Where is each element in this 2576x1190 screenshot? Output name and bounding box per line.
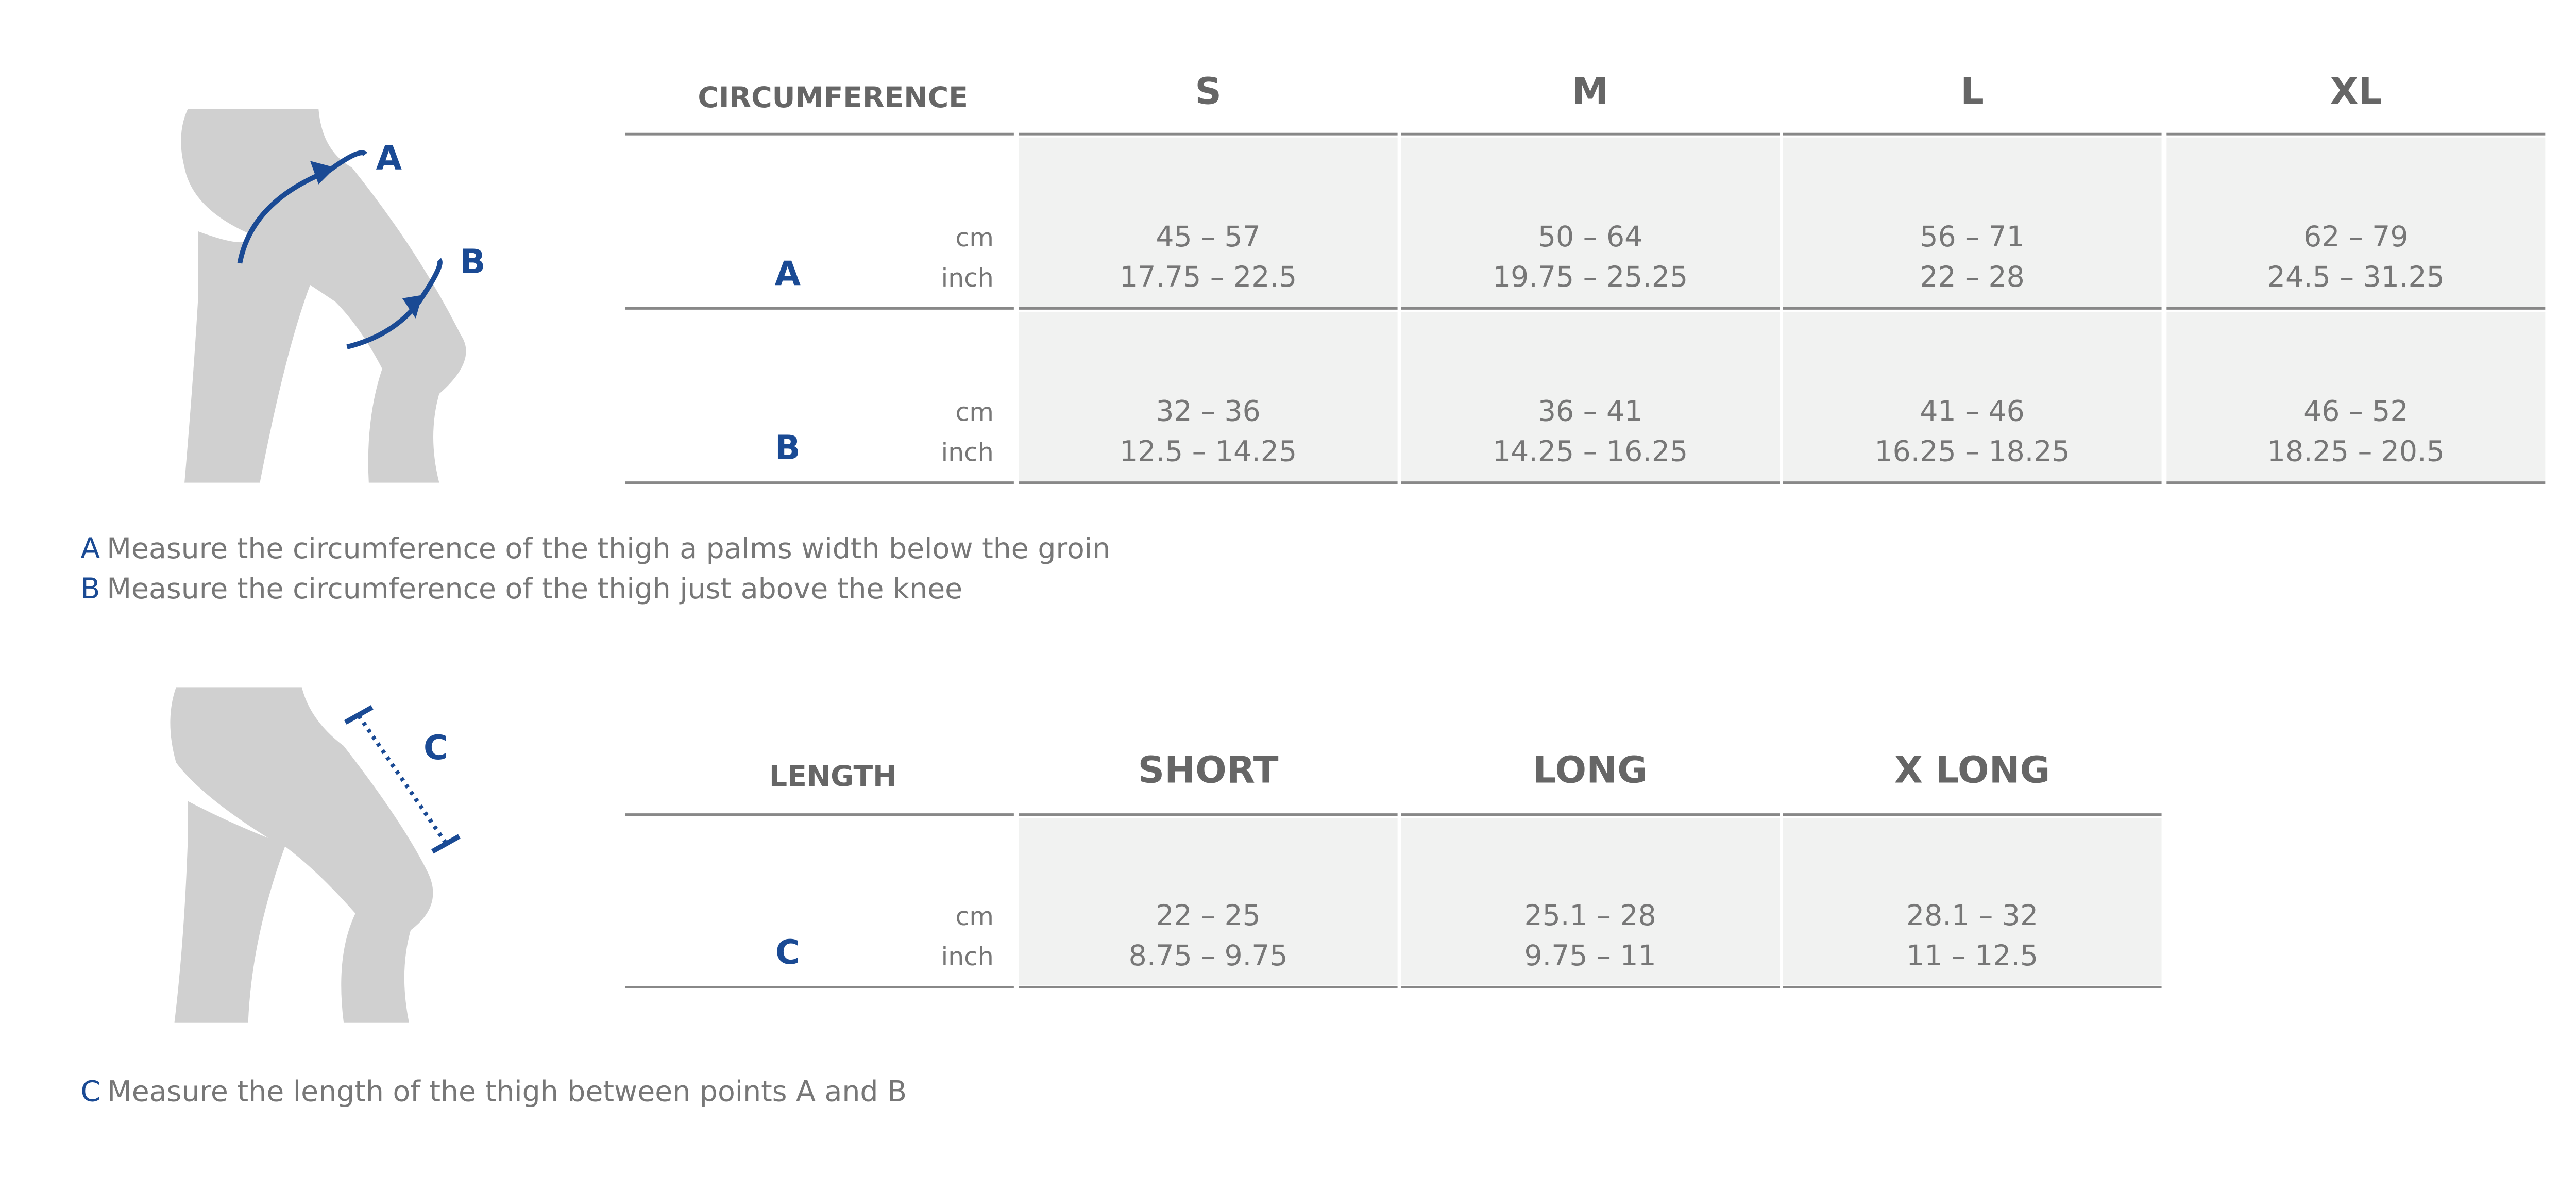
note: B Measure the circumference of the thigh … bbox=[80, 573, 962, 606]
column-header: SHORT bbox=[1138, 749, 1279, 792]
cell-value: 25.1 – 28 bbox=[1524, 899, 1656, 932]
column-header: L bbox=[1960, 70, 1984, 113]
note-text: Measure the circumference of the thigh a… bbox=[107, 532, 1110, 565]
column-header: M bbox=[1572, 70, 1608, 113]
cell-value: 28.1 – 32 bbox=[1906, 899, 2038, 932]
cell-value: 32 – 36 bbox=[1156, 395, 1260, 428]
row-label: B bbox=[775, 429, 801, 467]
cell-value: 19.75 – 25.25 bbox=[1493, 261, 1688, 294]
figure-label: C bbox=[423, 729, 448, 767]
cell-value: 24.5 – 31.25 bbox=[2267, 261, 2445, 294]
note-text: Measure the length of the thigh between … bbox=[107, 1076, 907, 1109]
figure-label: A bbox=[376, 139, 402, 177]
cell-value: 16.25 – 18.25 bbox=[1874, 435, 2070, 468]
cell-value: 17.75 – 22.5 bbox=[1120, 261, 1297, 294]
note-letter: A bbox=[80, 532, 100, 565]
cell-value: 22 – 25 bbox=[1156, 899, 1260, 932]
note-text: Measure the circumference of the thigh j… bbox=[107, 573, 962, 606]
cell-value: 22 – 28 bbox=[1920, 261, 2024, 294]
cell-bg bbox=[2166, 137, 2546, 307]
cell-value: 56 – 71 bbox=[1920, 221, 2024, 254]
cell-bg bbox=[1783, 311, 2162, 481]
unit-label: inch bbox=[941, 438, 994, 467]
row-label: C bbox=[775, 933, 800, 972]
cell-value: 50 – 64 bbox=[1538, 221, 1642, 254]
cell-value: 14.25 – 16.25 bbox=[1493, 435, 1688, 468]
unit-label: inch bbox=[941, 942, 994, 971]
table-header: LENGTH bbox=[769, 760, 897, 793]
cell-value: 62 – 79 bbox=[2303, 221, 2408, 254]
note-letter: B bbox=[80, 573, 100, 606]
note: C Measure the length of the thigh between… bbox=[80, 1076, 907, 1109]
cell-value: 36 – 41 bbox=[1538, 395, 1642, 428]
cell-value: 11 – 12.5 bbox=[1906, 940, 2038, 973]
unit-label: cm bbox=[956, 397, 994, 427]
table-header: CIRCUMFERENCE bbox=[698, 81, 968, 114]
cell-value: 46 – 52 bbox=[2303, 395, 2408, 428]
cell-value: 18.25 – 20.5 bbox=[2267, 435, 2445, 468]
cell-value: 8.75 – 9.75 bbox=[1129, 940, 1288, 973]
cell-bg bbox=[1019, 137, 1398, 307]
figure-thigh-length bbox=[170, 687, 461, 1023]
cell-bg bbox=[1401, 818, 1780, 986]
cell-bg bbox=[1019, 311, 1398, 481]
cell-value: 41 – 46 bbox=[1920, 395, 2024, 428]
cell-value: 45 – 57 bbox=[1156, 221, 1260, 254]
cell-bg bbox=[1019, 818, 1398, 986]
cell-bg bbox=[1401, 137, 1780, 307]
unit-label: cm bbox=[956, 902, 994, 931]
row-label: A bbox=[775, 255, 801, 293]
note-letter: C bbox=[80, 1076, 100, 1109]
unit-label: cm bbox=[956, 223, 994, 253]
cell-bg bbox=[2166, 311, 2546, 481]
cell-value: 9.75 – 11 bbox=[1524, 940, 1656, 973]
figure-label: B bbox=[460, 243, 486, 281]
column-header: XL bbox=[2330, 70, 2382, 113]
cell-bg bbox=[1401, 311, 1780, 481]
column-header: X LONG bbox=[1894, 749, 2050, 792]
cell-bg bbox=[1783, 137, 2162, 307]
cell-value: 12.5 – 14.25 bbox=[1120, 435, 1297, 468]
note: A Measure the circumference of the thigh … bbox=[80, 532, 1110, 565]
column-header: S bbox=[1195, 70, 1222, 113]
figure-thigh-circumference bbox=[181, 109, 466, 483]
column-header: LONG bbox=[1533, 749, 1647, 792]
cell-bg bbox=[1783, 818, 2162, 986]
unit-label: inch bbox=[941, 263, 994, 293]
